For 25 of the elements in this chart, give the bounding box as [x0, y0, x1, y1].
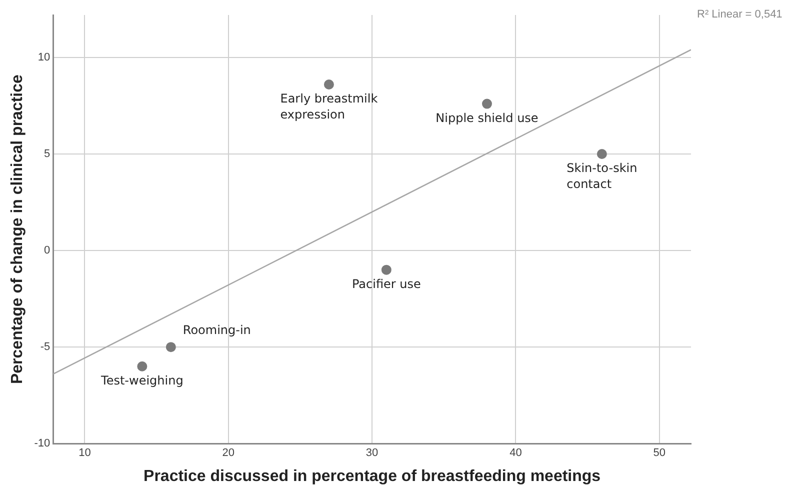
y-tick-label: -5: [40, 341, 50, 354]
point: [596, 149, 607, 160]
annotation: Rooming-in: [182, 323, 251, 338]
x-axis-title: Practice discussed in percentage of breastfeeding meetings: [144, 468, 601, 485]
text: R² Linear = 0,541: [697, 8, 782, 21]
point: [137, 361, 148, 372]
point: [166, 342, 176, 352]
x-tick-label: 30: [366, 447, 378, 460]
point: [324, 80, 334, 90]
y-tick-label: 0: [44, 244, 50, 257]
annotation: Nipple shield use: [436, 110, 538, 125]
y-tick-label: 5: [44, 148, 50, 160]
annotation: Test-weighing: [100, 374, 184, 388]
annotation: Early breastmilk expression: [280, 92, 378, 122]
x-tick-label: 40: [510, 447, 522, 460]
x-tick-label: 10: [78, 447, 91, 460]
point: [482, 98, 492, 109]
y-axis-title: Percentage of change in clinical practice: [9, 74, 26, 384]
point: [381, 264, 392, 275]
x-tick-label: 50: [653, 447, 666, 460]
annotation: Pacifier use: [352, 276, 421, 291]
y-tick-label: -10: [34, 438, 50, 450]
annotation: Skin-to-skin contact: [566, 161, 638, 192]
y-tick-label: 10: [38, 52, 50, 64]
x-tick-label: 20: [222, 447, 235, 460]
